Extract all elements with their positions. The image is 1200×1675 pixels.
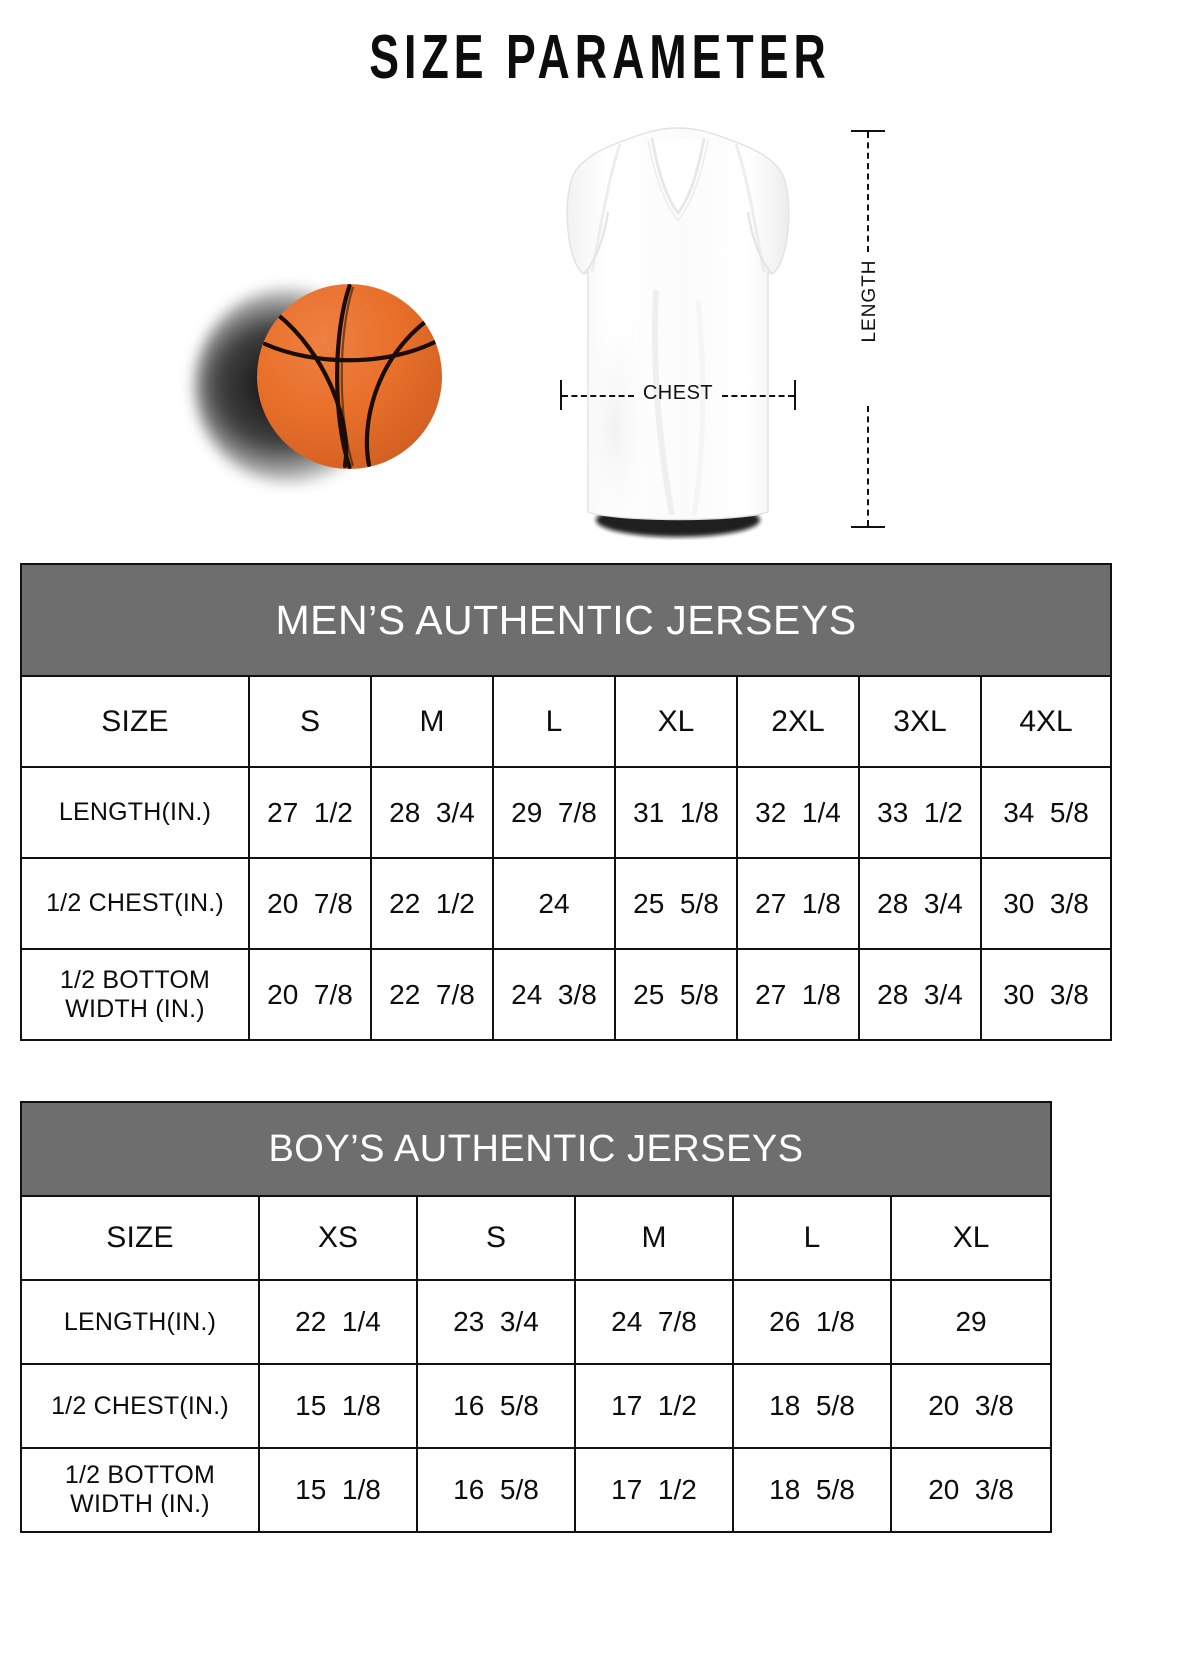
length-label: LENGTH bbox=[859, 259, 880, 343]
mens-chest-3xl: 28 3/4 bbox=[858, 857, 982, 950]
boys-row-label-length: LENGTH(IN.) bbox=[20, 1279, 260, 1365]
boys-col-s: S bbox=[416, 1195, 576, 1281]
chest-dash-right-icon bbox=[722, 395, 794, 397]
table-row: 1/2 BOTTOM WIDTH (IN.) 20 7/8 22 7/8 24 … bbox=[20, 948, 1113, 1041]
chest-cap-right-icon bbox=[794, 380, 796, 410]
mens-chest-s: 20 7/8 bbox=[248, 857, 372, 950]
boys-chest-xl: 20 3/8 bbox=[889, 1363, 1053, 1449]
boys-length-xl: 29 bbox=[889, 1279, 1053, 1365]
mens-row-label-bottom-width-line1: 1/2 BOTTOM bbox=[59, 965, 211, 994]
boys-size-table: BOY’S AUTHENTIC JERSEYS SIZE XS S M L XL… bbox=[19, 1101, 1053, 1533]
mens-length-l: 29 7/8 bbox=[492, 766, 616, 859]
mens-length-s: 27 1/2 bbox=[248, 766, 372, 859]
table-row: 1/2 CHEST(IN.) 15 1/8 16 5/8 17 1/2 18 5… bbox=[20, 1363, 1053, 1449]
mens-bottom-3xl: 28 3/4 bbox=[858, 948, 982, 1041]
boys-row-label-bottom-width: 1/2 BOTTOM WIDTH (IN.) bbox=[20, 1447, 260, 1533]
boys-bottom-xl: 20 3/8 bbox=[889, 1447, 1053, 1533]
table-row: LENGTH(IN.) 27 1/2 28 3/4 29 7/8 31 1/8 … bbox=[20, 766, 1113, 859]
boys-length-m: 24 7/8 bbox=[574, 1279, 734, 1365]
chest-measure-line: CHEST bbox=[560, 378, 796, 412]
length-dash-bottom-icon bbox=[867, 406, 869, 526]
mens-chest-4xl: 30 3/8 bbox=[979, 857, 1113, 950]
illustration-band: CHEST LENGTH bbox=[0, 110, 1200, 550]
boys-bottom-l: 18 5/8 bbox=[732, 1447, 892, 1533]
boys-bottom-m: 17 1/2 bbox=[574, 1447, 734, 1533]
mens-col-3xl: 3XL bbox=[858, 675, 982, 768]
boys-bottom-s: 16 5/8 bbox=[416, 1447, 576, 1533]
table-row: 1/2 BOTTOM WIDTH (IN.) 15 1/8 16 5/8 17 … bbox=[20, 1447, 1053, 1533]
mens-length-m: 28 3/4 bbox=[370, 766, 494, 859]
mens-chest-l: 24 bbox=[492, 857, 616, 950]
boys-table-header-row: SIZE XS S M L XL bbox=[20, 1195, 1053, 1281]
boys-table-banner: BOY’S AUTHENTIC JERSEYS bbox=[19, 1101, 1053, 1197]
mens-header-size: SIZE bbox=[20, 675, 250, 768]
basketball-sphere bbox=[257, 284, 442, 469]
mens-row-label-chest: 1/2 CHEST(IN.) bbox=[20, 857, 250, 950]
mens-bottom-s: 20 7/8 bbox=[248, 948, 372, 1041]
boys-col-l: L bbox=[732, 1195, 892, 1281]
basketball-icon bbox=[195, 278, 455, 498]
boys-chest-xs: 15 1/8 bbox=[258, 1363, 418, 1449]
chest-cap-left-icon bbox=[560, 380, 562, 410]
boys-row-label-bottom-width-line2: WIDTH (IN.) bbox=[70, 1490, 210, 1518]
chest-dash-left-icon bbox=[562, 395, 634, 397]
mens-length-2xl: 32 1/4 bbox=[736, 766, 860, 859]
chest-label: CHEST bbox=[642, 382, 714, 404]
length-measure-line: LENGTH bbox=[845, 128, 891, 530]
boys-length-l: 26 1/8 bbox=[732, 1279, 892, 1365]
mens-col-m: M bbox=[370, 675, 494, 768]
mens-length-xl: 31 1/8 bbox=[614, 766, 738, 859]
mens-chest-xl: 25 5/8 bbox=[614, 857, 738, 950]
boys-row-label-bottom-width-line1: 1/2 BOTTOM bbox=[64, 1461, 216, 1489]
mens-chest-m: 22 1/2 bbox=[370, 857, 494, 950]
mens-bottom-m: 22 7/8 bbox=[370, 948, 494, 1041]
boys-col-xs: XS bbox=[258, 1195, 418, 1281]
boys-col-m: M bbox=[574, 1195, 734, 1281]
table-row: 1/2 CHEST(IN.) 20 7/8 22 1/2 24 25 5/8 2… bbox=[20, 857, 1113, 950]
length-cap-bottom-icon bbox=[851, 526, 885, 528]
jersey-front-icon bbox=[548, 120, 808, 540]
boys-length-xs: 22 1/4 bbox=[258, 1279, 418, 1365]
boys-col-xl: XL bbox=[889, 1195, 1053, 1281]
boys-length-s: 23 3/4 bbox=[416, 1279, 576, 1365]
length-cap-top-icon bbox=[851, 130, 885, 132]
mens-bottom-l: 24 3/8 bbox=[492, 948, 616, 1041]
mens-table-banner: MEN’S AUTHENTIC JERSEYS bbox=[19, 563, 1113, 677]
mens-length-4xl: 34 5/8 bbox=[979, 766, 1113, 859]
mens-size-table: MEN’S AUTHENTIC JERSEYS SIZE S M L XL 2X… bbox=[19, 563, 1113, 1041]
mens-col-s: S bbox=[248, 675, 372, 768]
mens-col-4xl: 4XL bbox=[979, 675, 1113, 768]
mens-bottom-xl: 25 5/8 bbox=[614, 948, 738, 1041]
mens-chest-2xl: 27 1/8 bbox=[736, 857, 860, 950]
page-title: SIZE PARAMETER bbox=[369, 23, 831, 92]
boys-header-size: SIZE bbox=[20, 1195, 260, 1281]
mens-row-label-bottom-width: 1/2 BOTTOM WIDTH (IN.) bbox=[20, 948, 250, 1041]
table-row: LENGTH(IN.) 22 1/4 23 3/4 24 7/8 26 1/8 … bbox=[20, 1279, 1053, 1365]
mens-row-label-length: LENGTH(IN.) bbox=[20, 766, 250, 859]
boys-chest-l: 18 5/8 bbox=[732, 1363, 892, 1449]
mens-col-l: L bbox=[492, 675, 616, 768]
boys-row-label-chest: 1/2 CHEST(IN.) bbox=[20, 1363, 260, 1449]
boys-chest-m: 17 1/2 bbox=[574, 1363, 734, 1449]
boys-table-banner-row: BOY’S AUTHENTIC JERSEYS bbox=[19, 1101, 1053, 1197]
mens-col-2xl: 2XL bbox=[736, 675, 860, 768]
mens-row-label-bottom-width-line2: WIDTH (IN.) bbox=[65, 994, 205, 1023]
mens-length-3xl: 33 1/2 bbox=[858, 766, 982, 859]
boys-bottom-xs: 15 1/8 bbox=[258, 1447, 418, 1533]
mens-col-xl: XL bbox=[614, 675, 738, 768]
mens-table-header-row: SIZE S M L XL 2XL 3XL 4XL bbox=[20, 675, 1113, 768]
mens-bottom-2xl: 27 1/8 bbox=[736, 948, 860, 1041]
length-dash-top-icon bbox=[867, 132, 869, 252]
mens-table-banner-row: MEN’S AUTHENTIC JERSEYS bbox=[19, 563, 1113, 677]
mens-bottom-4xl: 30 3/8 bbox=[979, 948, 1113, 1041]
boys-chest-s: 16 5/8 bbox=[416, 1363, 576, 1449]
basketball-seams-icon bbox=[262, 284, 438, 469]
